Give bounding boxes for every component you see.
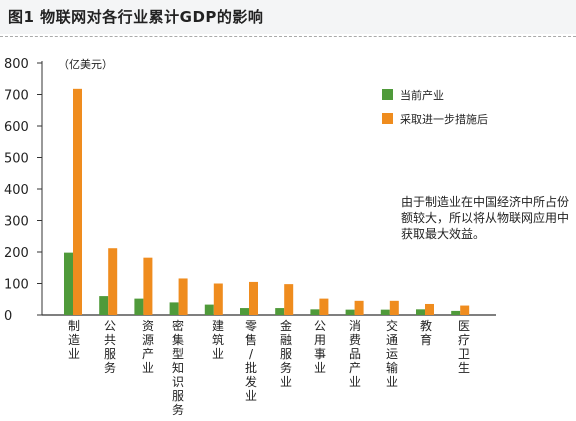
x-category-label: 公共服务 [104,319,116,375]
bar-current [240,308,249,315]
bar-current [64,252,73,315]
bar-after-measures [249,281,258,315]
x-category-label: 密集型知识服务 [172,318,184,417]
figure-title: 图1 物联网对各行业累计GDP的影响 [8,8,264,26]
bar-current [380,309,390,315]
y-tick-label: 300 [4,215,29,230]
chart-note: 由于制造业在中国经济中所占份额较大，所以将从物联网应用中获取最大效益。 [401,195,570,241]
bar-after-measures [425,303,434,315]
x-category-label: 消费品产业 [349,319,361,389]
x-category-label: 零售/批发业 [245,319,257,403]
bar-after-measures [319,298,329,315]
legend-label-after: 采取进一步措施后 [400,112,488,126]
x-category-label: 资源产业 [142,319,154,375]
bar-current [204,304,214,315]
bar-current [99,296,109,315]
y-tick-label: 700 [4,89,29,104]
bar-current [275,308,285,315]
y-tick-label: 600 [4,120,29,135]
bar-current [169,302,179,315]
x-category-label: 交通运输业 [386,318,398,389]
x-category-label: 制造业 [68,319,80,361]
y-tick-label: 200 [4,246,29,261]
y-tick-label: 0 [4,309,12,324]
x-category-label: 教育 [420,318,432,347]
bar-after-measures [178,278,188,315]
bar-after-measures [354,300,364,315]
y-unit-label: （亿美元） [58,58,113,71]
bar-after-measures [284,284,294,315]
y-tick-label: 800 [4,57,29,72]
title-bar: 图1 物联网对各行业累计GDP的影响 [0,0,576,34]
x-category-label: 公用事业 [314,319,326,375]
y-tick-label: 400 [4,183,29,198]
bar-current [451,310,461,315]
bar-current [345,309,355,315]
bar-current [310,309,320,315]
bar-current [416,309,425,315]
bar-after-measures [143,257,153,315]
y-tick-label: 500 [4,152,29,167]
bar-after-measures [389,300,399,315]
legend-swatch-after [382,113,393,124]
bar-after-measures [460,305,470,315]
title-divider [0,36,576,37]
x-category-label: 医疗卫生 [458,319,470,375]
legend-swatch-current [382,89,393,100]
y-tick-label: 100 [4,278,29,293]
x-category-label: 金融服务业 [280,318,292,389]
bar-after-measures [213,283,223,315]
bar-current [134,298,144,315]
legend-label-current: 当前产业 [400,88,444,102]
bar-after-measures [108,248,118,315]
x-category-label: 建筑业 [212,319,224,361]
bar-after-measures [73,88,82,315]
